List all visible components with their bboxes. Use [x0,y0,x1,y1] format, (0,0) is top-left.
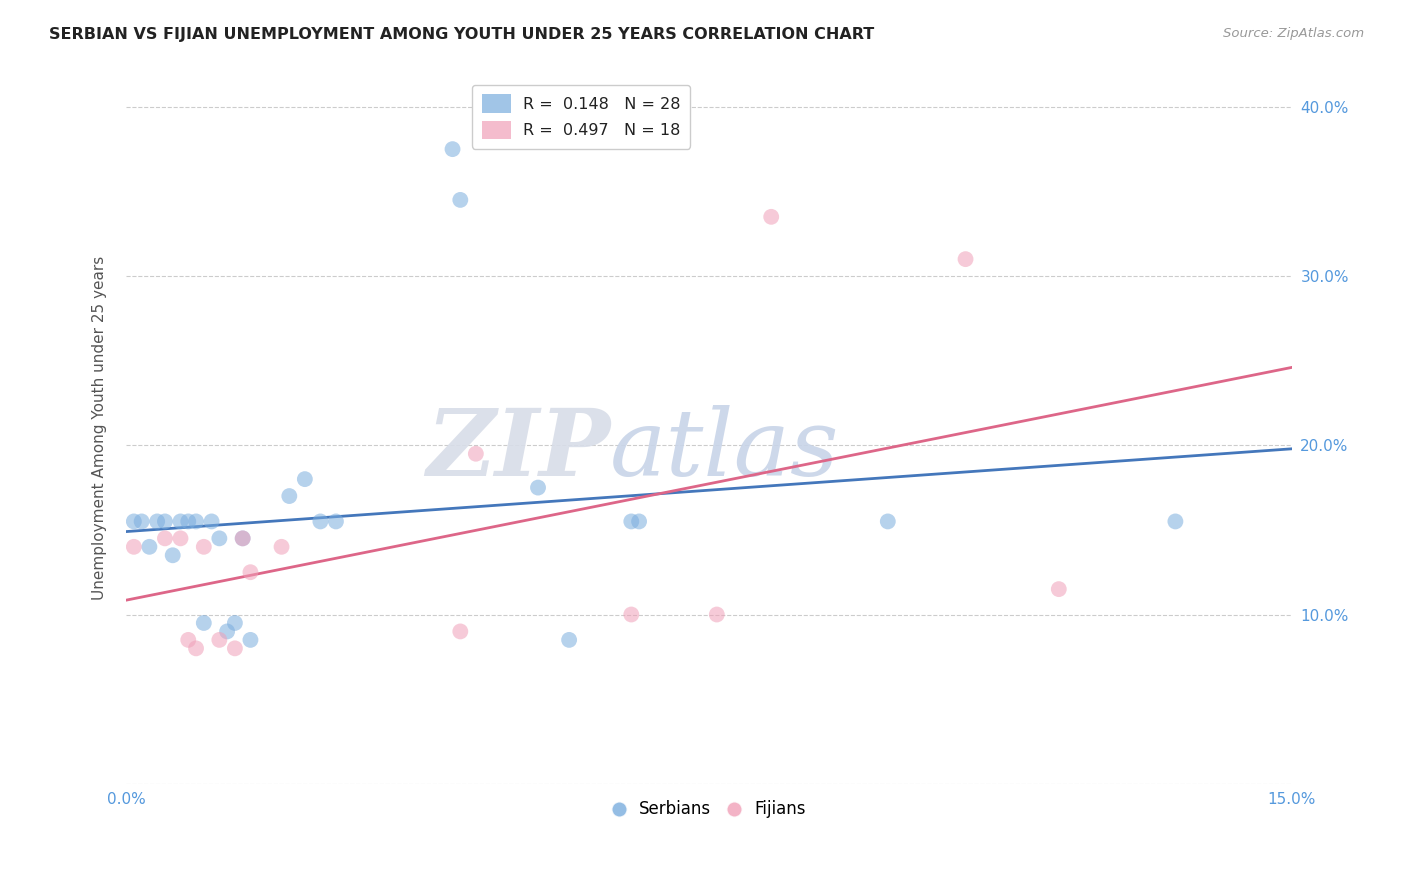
Point [131,515,153,529]
Point [294,472,316,486]
Point [239,565,262,579]
Point [325,515,347,529]
Point [1047,582,1070,596]
Point [138,540,160,554]
Point [449,624,471,639]
Point [184,641,207,656]
Point [153,515,176,529]
Point [232,532,254,546]
Point [628,515,651,529]
Point [146,515,169,529]
Point [224,615,246,630]
Point [200,515,222,529]
Y-axis label: Unemployment Among Youth under 25 years: Unemployment Among Youth under 25 years [93,256,107,600]
Point [558,632,581,647]
Point [876,515,898,529]
Point [278,489,301,503]
Point [153,532,176,546]
Point [449,193,471,207]
Point [184,515,207,529]
Text: atlas: atlas [610,405,839,495]
Point [162,549,184,563]
Point [193,540,215,554]
Point [309,515,332,529]
Point [1164,515,1187,529]
Point [464,447,486,461]
Point [169,532,191,546]
Text: Source: ZipAtlas.com: Source: ZipAtlas.com [1223,27,1364,40]
Point [217,624,239,639]
Point [620,607,643,622]
Point [955,252,977,267]
Point [224,641,246,656]
Point [620,515,643,529]
Point [122,540,145,554]
Legend: Serbians, Fijians: Serbians, Fijians [606,794,813,825]
Point [441,142,464,156]
Point [527,481,550,495]
Point [761,210,783,224]
Point [270,540,292,554]
Text: SERBIAN VS FIJIAN UNEMPLOYMENT AMONG YOUTH UNDER 25 YEARS CORRELATION CHART: SERBIAN VS FIJIAN UNEMPLOYMENT AMONG YOU… [49,27,875,42]
Point [232,532,254,546]
Point [706,607,728,622]
Point [122,515,145,529]
Point [208,632,231,647]
Point [239,632,262,647]
Point [177,515,200,529]
Point [193,615,215,630]
Point [208,532,231,546]
Text: ZIP: ZIP [426,405,610,495]
Point [169,515,191,529]
Point [177,632,200,647]
